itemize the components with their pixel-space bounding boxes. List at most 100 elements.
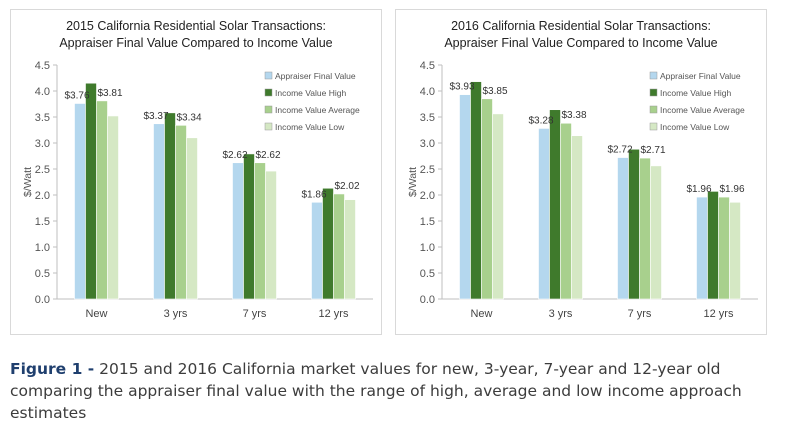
data-label: $3.34 <box>176 112 201 123</box>
y-tick-label: 0.5 <box>420 268 435 280</box>
y-tick-label: 2.0 <box>420 190 435 202</box>
x-tick-label: New <box>85 308 107 320</box>
bar-income-value-high <box>549 109 561 300</box>
caption-text: 2015 and 2016 California market values f… <box>10 360 742 422</box>
bar-income-value-average <box>560 122 572 300</box>
y-tick-label: 4.0 <box>420 86 435 98</box>
data-label: $2.62 <box>222 150 247 161</box>
data-label: $2.02 <box>334 181 359 192</box>
bar-income-value-low <box>492 113 504 300</box>
bar-income-value-low <box>344 199 356 300</box>
y-tick-label: 3.0 <box>35 138 50 150</box>
chart-2016: 2016 California Residential Solar Transa… <box>407 19 758 320</box>
y-tick-label: 1.0 <box>35 242 50 254</box>
bar-income-value-average <box>639 157 651 300</box>
bar-appraiser-final-value <box>538 128 550 300</box>
bar-appraiser-final-value <box>311 201 323 300</box>
data-label: $1.96 <box>686 184 711 195</box>
legend-swatch <box>649 122 658 131</box>
data-label: $3.85 <box>482 86 507 97</box>
bar-income-value-low <box>186 137 198 300</box>
bar-income-value-average <box>175 125 187 300</box>
chart-2015-panel: 2015 California Residential Solar Transa… <box>10 9 382 335</box>
y-tick-label: 4.5 <box>420 60 435 72</box>
x-tick-label: 7 yrs <box>628 308 652 320</box>
bar-income-value-low <box>571 135 583 300</box>
y-tick-label: 1.0 <box>420 242 435 254</box>
x-tick-label: 12 yrs <box>704 308 734 320</box>
y-tick-label: 0.5 <box>35 268 50 280</box>
chart-title: 2016 California Residential Solar Transa… <box>451 19 711 33</box>
data-label: $3.76 <box>64 90 89 101</box>
y-axis-label: $/Watt <box>407 167 419 197</box>
bar-income-value-high <box>470 81 482 300</box>
y-tick-label: 4.0 <box>35 86 50 98</box>
y-tick-label: 2.0 <box>35 190 50 202</box>
data-label: $2.72 <box>607 145 632 156</box>
bar-income-value-low <box>265 170 277 300</box>
chart-2016-panel: 2016 California Residential Solar Transa… <box>395 9 767 335</box>
bar-income-value-high <box>707 191 719 300</box>
chart-title: 2015 California Residential Solar Transa… <box>66 19 326 33</box>
data-label: $3.93 <box>449 82 474 93</box>
legend-entry: Income Value Low <box>275 122 345 132</box>
bar-income-value-low <box>107 115 119 300</box>
y-tick-label: 0.0 <box>35 294 50 306</box>
x-tick-label: 12 yrs <box>319 308 349 320</box>
bar-income-value-high <box>243 153 255 300</box>
data-label: $3.38 <box>561 110 586 121</box>
bar-appraiser-final-value <box>153 123 165 300</box>
chart-subtitle: Appraiser Final Value Compared to Income… <box>444 36 717 50</box>
y-tick-label: 1.5 <box>420 216 435 228</box>
legend-entry: Income Value Low <box>660 122 730 132</box>
bar-income-value-high <box>164 112 176 300</box>
legend-entry: Income Value High <box>275 88 346 98</box>
legend-entry: Appraiser Final Value <box>275 71 356 81</box>
bar-income-value-high <box>322 187 334 300</box>
data-label: $3.37 <box>143 111 168 122</box>
x-tick-label: 3 yrs <box>164 308 188 320</box>
y-tick-label: 3.0 <box>420 138 435 150</box>
data-label: $2.62 <box>255 150 280 161</box>
bar-income-value-low <box>729 201 741 300</box>
bar-appraiser-final-value <box>459 94 471 300</box>
legend-entry: Appraiser Final Value <box>660 71 741 81</box>
bar-appraiser-final-value <box>232 162 244 300</box>
bar-income-value-average <box>333 193 345 300</box>
legend-swatch <box>264 71 273 80</box>
bar-income-value-average <box>481 98 493 300</box>
legend-swatch <box>649 105 658 114</box>
bar-income-value-high <box>85 82 97 300</box>
y-tick-label: 4.5 <box>35 60 50 72</box>
bar-income-value-average <box>254 162 266 300</box>
y-tick-label: 0.0 <box>420 294 435 306</box>
figure-caption: Figure 1 - 2015 and 2016 California mark… <box>10 358 790 424</box>
bar-income-value-high <box>628 148 640 300</box>
legend-swatch <box>264 88 273 97</box>
legend-entry: Income Value Average <box>275 105 360 115</box>
data-label: $1.86 <box>301 189 326 200</box>
legend-entry: Income Value High <box>660 88 731 98</box>
chart-2015: 2015 California Residential Solar Transa… <box>22 19 373 320</box>
bar-income-value-average <box>718 196 730 300</box>
bar-income-value-low <box>650 165 662 300</box>
chart-subtitle: Appraiser Final Value Compared to Income… <box>59 36 332 50</box>
data-label: $1.96 <box>719 184 744 195</box>
y-axis-label: $/Watt <box>22 167 34 197</box>
legend-entry: Income Value Average <box>660 105 745 115</box>
y-tick-label: 3.5 <box>35 112 50 124</box>
bar-appraiser-final-value <box>74 103 86 300</box>
data-label: $3.28 <box>528 115 553 126</box>
legend-swatch <box>264 122 273 131</box>
y-tick-label: 2.5 <box>35 164 50 176</box>
bar-income-value-average <box>96 100 108 300</box>
data-label: $3.81 <box>97 88 122 99</box>
caption-lead: Figure 1 - <box>10 360 95 378</box>
legend-swatch <box>649 71 658 80</box>
data-label: $2.71 <box>640 145 665 156</box>
x-tick-label: 7 yrs <box>243 308 267 320</box>
y-tick-label: 2.5 <box>420 164 435 176</box>
y-tick-label: 1.5 <box>35 216 50 228</box>
x-tick-label: 3 yrs <box>549 308 573 320</box>
legend-swatch <box>264 105 273 114</box>
